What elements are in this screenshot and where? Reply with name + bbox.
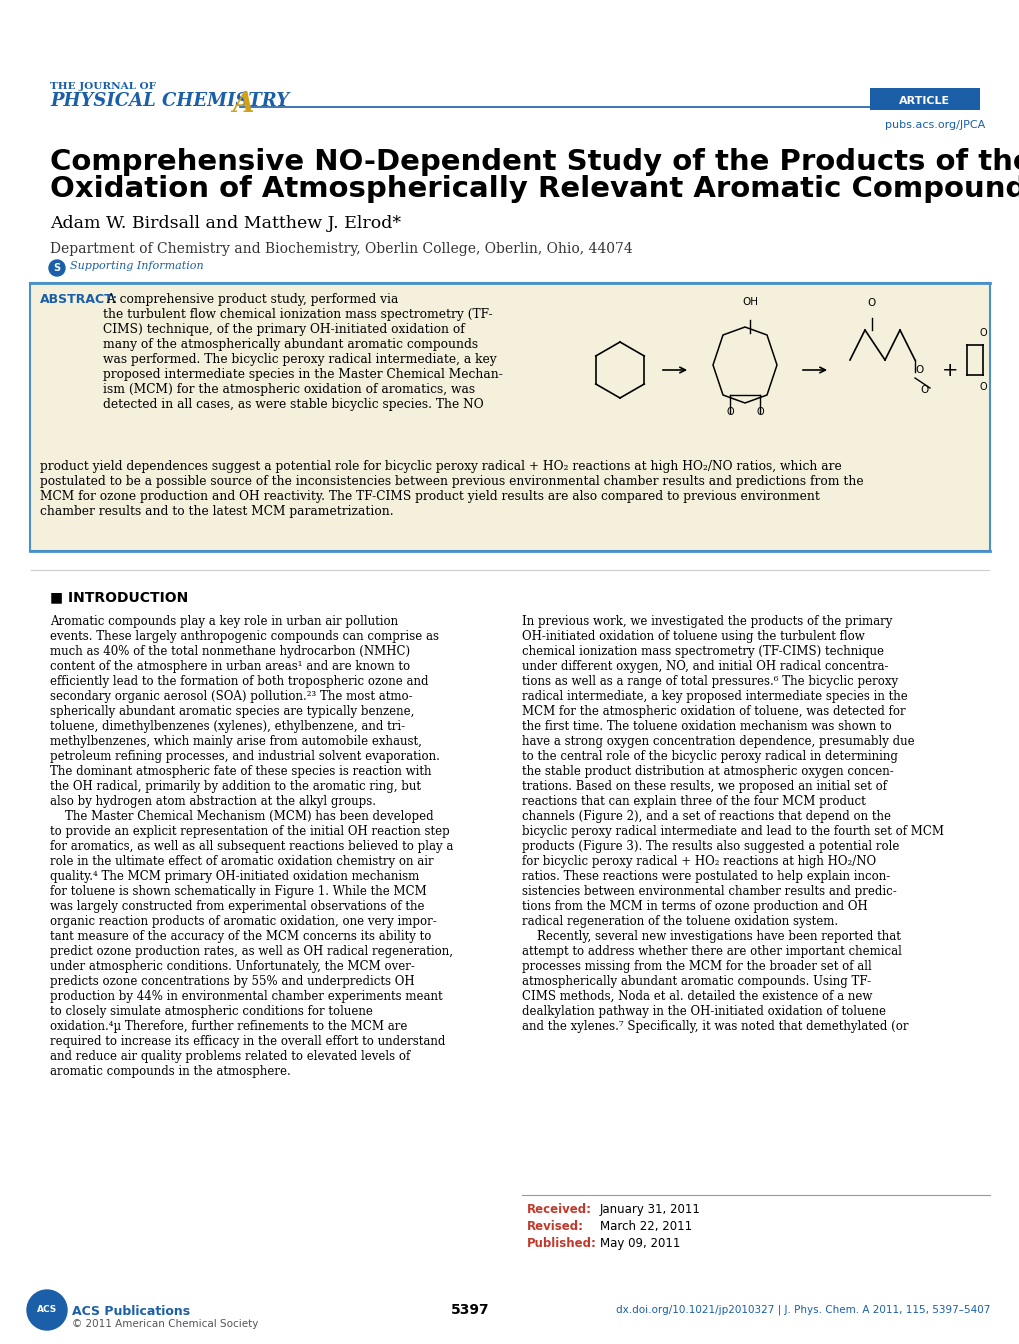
- Text: product yield dependences suggest a potential role for bicyclic peroxy radical +: product yield dependences suggest a pote…: [40, 460, 863, 517]
- Text: March 22, 2011: March 22, 2011: [599, 1220, 692, 1232]
- Text: dx.doi.org/10.1021/jp2010327 | J. Phys. Chem. A 2011, 115, 5397–5407: dx.doi.org/10.1021/jp2010327 | J. Phys. …: [615, 1305, 989, 1316]
- Text: O: O: [978, 382, 985, 392]
- Text: Oxidation of Atmospherically Relevant Aromatic Compounds: Oxidation of Atmospherically Relevant Ar…: [50, 175, 1019, 203]
- Text: +: +: [941, 360, 957, 379]
- Text: Comprehensive NO-Dependent Study of the Products of the: Comprehensive NO-Dependent Study of the …: [50, 148, 1019, 176]
- Text: A comprehensive product study, performed via
the turbulent flow chemical ionizat: A comprehensive product study, performed…: [103, 293, 502, 411]
- Text: 5397: 5397: [450, 1302, 489, 1317]
- Text: In previous work, we investigated the products of the primary
OH-initiated oxida: In previous work, we investigated the pr…: [522, 616, 943, 1034]
- Text: O: O: [915, 366, 923, 375]
- Text: Adam W. Birdsall and Matthew J. Elrod*: Adam W. Birdsall and Matthew J. Elrod*: [50, 215, 400, 233]
- Text: O: O: [867, 298, 875, 308]
- Text: PHYSICAL CHEMISTRY: PHYSICAL CHEMISTRY: [50, 91, 288, 110]
- FancyBboxPatch shape: [30, 284, 989, 551]
- Text: Department of Chemistry and Biochemistry, Oberlin College, Oberlin, Ohio, 44074: Department of Chemistry and Biochemistry…: [50, 242, 632, 255]
- Text: ABSTRACT:: ABSTRACT:: [40, 293, 118, 306]
- Text: S: S: [53, 263, 60, 273]
- Text: Revised:: Revised:: [527, 1220, 584, 1232]
- Text: Received:: Received:: [527, 1203, 591, 1216]
- Text: January 31, 2011: January 31, 2011: [599, 1203, 700, 1216]
- Text: © 2011 American Chemical Society: © 2011 American Chemical Society: [72, 1318, 258, 1329]
- Text: THE JOURNAL OF: THE JOURNAL OF: [50, 82, 156, 91]
- Text: OH: OH: [741, 297, 757, 306]
- Text: ARTICLE: ARTICLE: [899, 95, 950, 106]
- Text: Supporting Information: Supporting Information: [70, 261, 204, 271]
- Text: O: O: [978, 328, 985, 337]
- Text: O: O: [920, 384, 928, 395]
- Text: O: O: [726, 407, 733, 417]
- Text: May 09, 2011: May 09, 2011: [599, 1236, 680, 1250]
- Text: ACS Publications: ACS Publications: [72, 1305, 190, 1318]
- Text: A: A: [231, 91, 254, 118]
- FancyBboxPatch shape: [869, 87, 979, 110]
- Text: O: O: [755, 407, 763, 417]
- Circle shape: [26, 1290, 67, 1331]
- Text: ■ INTRODUCTION: ■ INTRODUCTION: [50, 590, 189, 603]
- Text: ACS: ACS: [37, 1305, 57, 1314]
- Text: Aromatic compounds play a key role in urban air pollution
events. These largely : Aromatic compounds play a key role in ur…: [50, 616, 452, 1078]
- Text: Published:: Published:: [527, 1236, 596, 1250]
- Circle shape: [49, 259, 65, 276]
- Text: pubs.acs.org/JPCA: pubs.acs.org/JPCA: [883, 120, 984, 130]
